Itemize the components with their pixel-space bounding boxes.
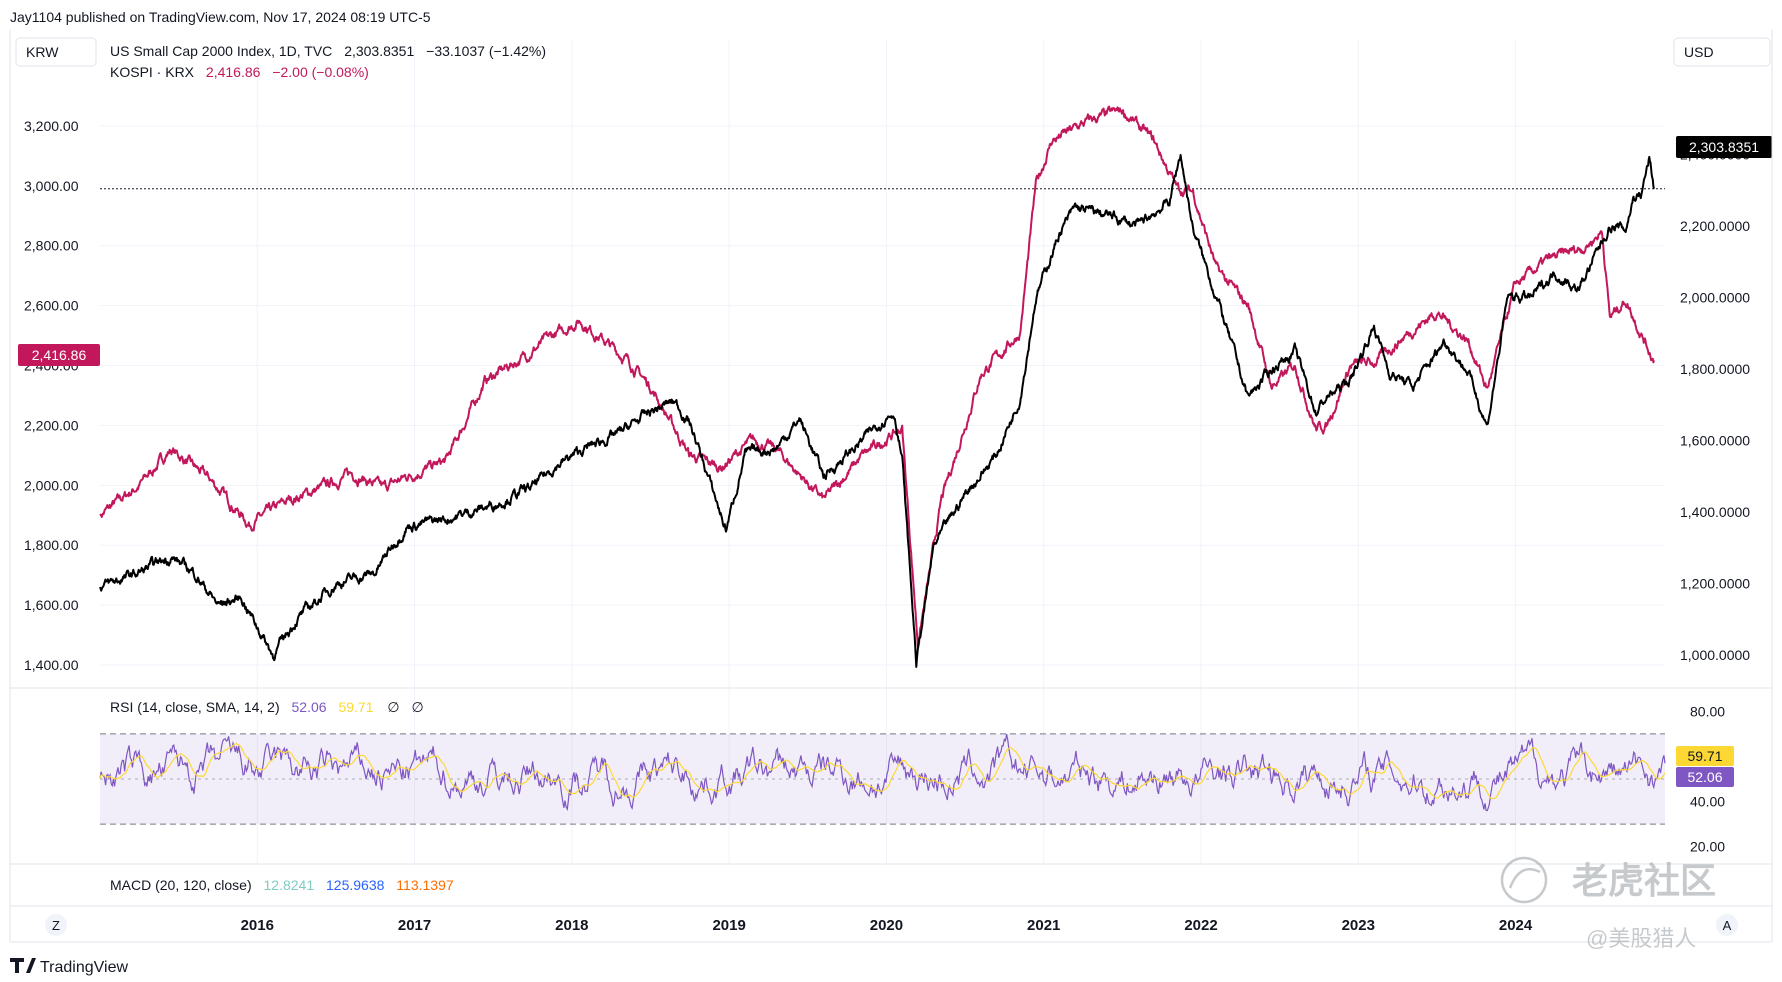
rsi-legend-value: 52.06 <box>292 699 327 715</box>
main-grid <box>100 40 1665 864</box>
watermark-logo-icon <box>1500 856 1548 904</box>
left-tick-5: 2,200.00 <box>24 417 79 433</box>
published-by-text: Jay1104 published on TradingView.com, No… <box>10 9 431 25</box>
left-tick-7: 1,800.00 <box>24 537 79 553</box>
legend-1-change: −33.1037 (−1.42%) <box>426 43 546 59</box>
legend-row-2[interactable]: KOSPI · KRX 2,416.86 −2.00 (−0.08%) <box>110 64 369 80</box>
macd-legend-v3: 113.1397 <box>396 877 454 893</box>
macd-legend[interactable]: MACD (20, 120, close) 12.8241 125.9638 1… <box>110 877 454 893</box>
time-tick-2024: 2024 <box>1499 917 1533 934</box>
tradingview-brand-text: TradingView <box>40 959 128 976</box>
right-tick-4: 1,600.0000 <box>1680 432 1750 448</box>
left-tick-6: 2,000.00 <box>24 477 79 493</box>
right-tick-2: 2,000.0000 <box>1680 289 1750 305</box>
time-tick-2020: 2020 <box>870 917 903 934</box>
right-last-value-badge <box>1676 136 1772 158</box>
rsi-legend-empty-1: ∅ <box>387 699 399 715</box>
watermark-logo-swoosh-icon <box>1508 868 1541 889</box>
legend-2-last: 2,416.86 <box>206 64 261 80</box>
right-price-axis[interactable]: 2,400.00002,200.00002,000.00001,800.0000… <box>1680 146 1750 663</box>
watermark: 老虎社区 @美股猎人 <box>1500 856 1716 951</box>
legend-1-last: 2,303.8351 <box>344 43 414 59</box>
right-currency-box[interactable] <box>1673 37 1771 67</box>
right-tick-3: 1,800.0000 <box>1680 361 1750 377</box>
right-tick-7: 1,000.0000 <box>1680 647 1750 663</box>
time-tick-2022: 2022 <box>1184 917 1217 934</box>
tradingview-logo-icon <box>10 958 36 973</box>
time-tick-2016: 2016 <box>241 917 274 934</box>
tradingview-brand[interactable]: TradingView <box>10 958 128 976</box>
rsi-sma-line <box>99 743 1666 800</box>
left-currency-box[interactable] <box>15 37 97 67</box>
legend-2-change: −2.00 (−0.08%) <box>272 64 369 80</box>
legend-1-symbol: US Small Cap 2000 Index, 1D, TVC <box>110 43 332 59</box>
left-tick-2: 2,800.00 <box>24 238 79 254</box>
macd-legend-label: MACD (20, 120, close) <box>110 877 252 893</box>
rsi-legend-empty-2: ∅ <box>411 699 423 715</box>
rsi-sma-badge-text: 59.71 <box>1687 748 1722 764</box>
left-tick-9: 1,400.00 <box>24 657 79 673</box>
rsi-tick-2: 40.00 <box>1690 794 1725 810</box>
auto-scale-label: A <box>1723 918 1732 933</box>
rsi-sma-badge <box>1676 746 1734 766</box>
left-tick-8: 1,600.00 <box>24 597 79 613</box>
time-tick-2019: 2019 <box>712 917 745 934</box>
right-last-value-text: 2,303.8351 <box>1689 139 1759 155</box>
right-tick-1: 2,200.0000 <box>1680 218 1750 234</box>
left-currency-label: KRW <box>26 44 59 60</box>
rsi-value-badge <box>1676 767 1734 787</box>
left-last-value-text: 2,416.86 <box>32 347 87 363</box>
zoom-reset-button[interactable] <box>45 914 67 936</box>
left-last-value-badge <box>18 344 100 366</box>
macd-legend-v2: 125.9638 <box>326 877 385 893</box>
time-tick-2018: 2018 <box>555 917 588 934</box>
auto-scale-button[interactable] <box>1716 914 1738 936</box>
rsi-legend-label: RSI (14, close, SMA, 14, 2) <box>110 699 280 715</box>
watermark-text: 老虎社区 <box>1572 860 1716 901</box>
series-layer <box>99 105 1655 668</box>
left-tick-3: 2,600.00 <box>24 298 79 314</box>
series-line-1 <box>99 105 1655 650</box>
rsi-legend-sma: 59.71 <box>338 699 373 715</box>
zoom-reset-label: Z <box>52 918 60 933</box>
left-tick-1: 3,000.00 <box>24 178 79 194</box>
legend-2-symbol: KOSPI · KRX <box>110 64 195 80</box>
time-tick-2021: 2021 <box>1027 917 1060 934</box>
legend-row-1[interactable]: US Small Cap 2000 Index, 1D, TVC 2,303.8… <box>110 43 546 59</box>
rsi-legend[interactable]: RSI (14, close, SMA, 14, 2) 52.06 59.71 … <box>110 699 424 715</box>
macd-legend-v1: 12.8241 <box>264 877 315 893</box>
left-price-axis[interactable]: 3,200.003,000.002,800.002,600.002,400.00… <box>24 118 79 673</box>
series-line-0 <box>99 154 1655 668</box>
time-axis[interactable]: 2016 2017 2018 2019 2020 2021 2022 2023 2024 <box>241 917 1533 934</box>
rsi-tick-3: 20.00 <box>1690 839 1725 855</box>
right-tick-6: 1,200.0000 <box>1680 575 1750 591</box>
left-tick-0: 3,200.00 <box>24 118 79 134</box>
rsi-value-badge-text: 52.06 <box>1687 769 1722 785</box>
rsi-tick-0: 80.00 <box>1690 703 1725 719</box>
right-currency-label: USD <box>1684 44 1714 60</box>
time-tick-2017: 2017 <box>398 917 431 934</box>
rsi-line <box>99 733 1666 812</box>
watermark-handle: @美股猎人 <box>1586 926 1696 951</box>
right-tick-5: 1,400.0000 <box>1680 504 1750 520</box>
time-tick-2023: 2023 <box>1342 917 1375 934</box>
